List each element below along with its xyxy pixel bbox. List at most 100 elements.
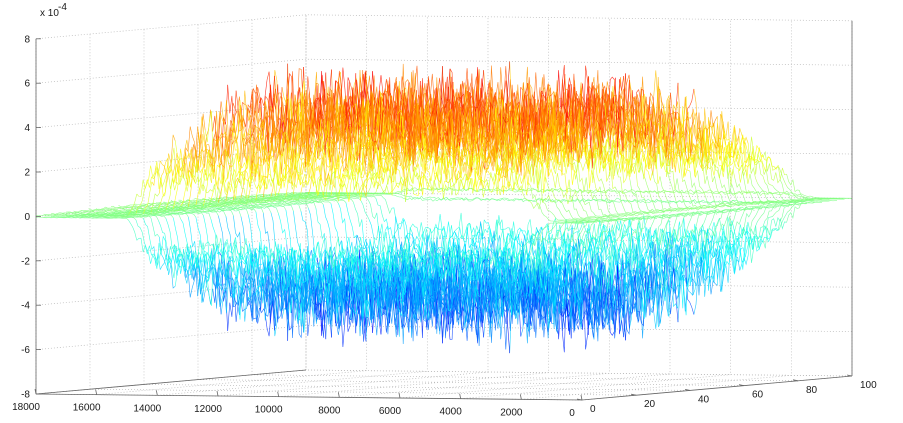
- mesh-line-negative: [267, 203, 276, 206]
- mesh-line-positive: [768, 191, 778, 195]
- mesh-line-positive: [591, 170, 601, 193]
- mesh-line-positive: [561, 190, 571, 205]
- mesh-line-positive: [426, 128, 435, 154]
- mesh-line-negative: [571, 290, 581, 331]
- mesh-line-negative: [386, 282, 395, 299]
- mesh-line-positive: [370, 171, 380, 181]
- mesh-line-positive: [718, 191, 727, 195]
- mesh-line-positive: [219, 100, 229, 142]
- mesh-line-positive: [798, 200, 808, 202]
- mesh-line-positive: [339, 102, 349, 169]
- mesh-line-negative: [500, 227, 510, 231]
- mesh-line-positive: [65, 211, 75, 214]
- mesh-line-negative: [706, 210, 716, 213]
- mesh-line-negative: [596, 221, 605, 223]
- mesh-line-negative: [61, 216, 70, 219]
- mesh-line-negative: [399, 219, 409, 243]
- mesh-line-positive: [574, 125, 584, 163]
- mesh-line-positive: [489, 174, 499, 193]
- mesh-line-positive: [659, 176, 669, 203]
- mesh-line-negative: [206, 266, 216, 286]
- mesh-line-positive: [787, 187, 797, 198]
- mesh-line-positive: [425, 97, 435, 141]
- mesh-line-positive: [300, 157, 310, 166]
- mesh-line-negative: [489, 273, 499, 314]
- mesh-line-positive: [672, 131, 682, 173]
- mesh-line-positive: [499, 189, 509, 192]
- mesh-line-negative: [663, 215, 673, 219]
- mesh-line-negative: [294, 254, 304, 269]
- mesh-line-negative: [411, 253, 421, 270]
- mesh-line-negative: [360, 255, 370, 272]
- mesh-line-positive: [285, 144, 294, 184]
- mesh-line-negative: [770, 228, 780, 238]
- mesh-line-negative: [451, 225, 461, 245]
- mesh-line-positive: [530, 185, 540, 210]
- mesh-line-negative: [270, 248, 279, 273]
- mesh-line-negative: [774, 203, 783, 206]
- mesh-line-positive: [253, 108, 263, 142]
- mesh-line-negative: [581, 222, 590, 224]
- mesh-line-negative: [253, 206, 262, 208]
- mesh-line-negative: [210, 219, 220, 255]
- mesh-line-negative: [218, 248, 228, 261]
- mesh-line-positive: [213, 201, 223, 204]
- mesh-line-positive: [273, 115, 282, 142]
- mesh-line-negative: [656, 216, 665, 219]
- mesh-line-positive: [178, 207, 187, 209]
- mesh-line-positive: [583, 177, 593, 199]
- mesh-line-positive: [552, 150, 561, 171]
- mesh-line-negative: [636, 222, 645, 241]
- mesh-line-negative: [228, 237, 238, 254]
- mesh-line-positive: [296, 93, 306, 168]
- mesh-line-positive: [714, 203, 723, 207]
- y-tick-label: 40: [698, 394, 710, 405]
- mesh-line-negative: [532, 197, 542, 202]
- mesh-line-negative: [529, 246, 539, 274]
- mesh-line-negative: [272, 200, 282, 203]
- mesh-line-positive: [196, 200, 205, 204]
- mesh-line-negative: [760, 206, 770, 209]
- mesh-line-negative: [268, 205, 278, 207]
- mesh-line-positive: [92, 212, 101, 214]
- mesh-line-positive: [239, 197, 249, 205]
- mesh-line-positive: [265, 75, 275, 153]
- x-tick-mark: [155, 390, 158, 396]
- mesh-line-positive: [134, 213, 144, 216]
- mesh-line-negative: [194, 212, 204, 216]
- mesh-line-positive: [194, 206, 203, 209]
- mesh-line-positive: [616, 189, 626, 194]
- mesh-line-positive: [776, 201, 785, 204]
- mesh-line-negative: [648, 271, 658, 301]
- mesh-line-positive: [458, 188, 467, 192]
- mesh-line-positive: [753, 154, 763, 163]
- mesh-line-negative: [575, 240, 585, 274]
- mesh-line-positive: [572, 108, 582, 163]
- mesh-line-negative: [198, 255, 208, 290]
- tick-labels: -8-6-4-202468020004000600080001000012000…: [12, 34, 877, 419]
- mesh-line-negative: [260, 244, 269, 274]
- axis-edge: [581, 375, 853, 401]
- mesh-line-negative: [230, 207, 240, 210]
- mesh-line-positive: [280, 195, 289, 198]
- mesh-line-positive: [658, 190, 668, 193]
- mesh-line-positive: [444, 104, 453, 136]
- mesh-line-negative: [702, 251, 711, 291]
- mesh-line-negative: [537, 236, 547, 271]
- mesh-line-negative: [527, 219, 537, 246]
- mesh-line-negative: [662, 228, 672, 249]
- mesh-line-positive: [515, 188, 525, 192]
- mesh-line-negative: [379, 252, 389, 272]
- mesh-line-negative: [361, 264, 371, 319]
- mesh-line-negative: [159, 236, 168, 271]
- mesh-line-positive: [451, 103, 461, 131]
- mesh-line-positive: [406, 113, 416, 172]
- mesh-line-positive: [403, 79, 413, 117]
- mesh-line-negative: [357, 272, 366, 302]
- mesh-line-positive: [135, 190, 145, 214]
- mesh-line-negative: [522, 245, 531, 264]
- mesh-line-positive: [556, 220, 566, 222]
- mesh-line-positive: [269, 109, 279, 136]
- mesh-line-positive: [253, 194, 262, 196]
- mesh-line-negative: [343, 252, 353, 287]
